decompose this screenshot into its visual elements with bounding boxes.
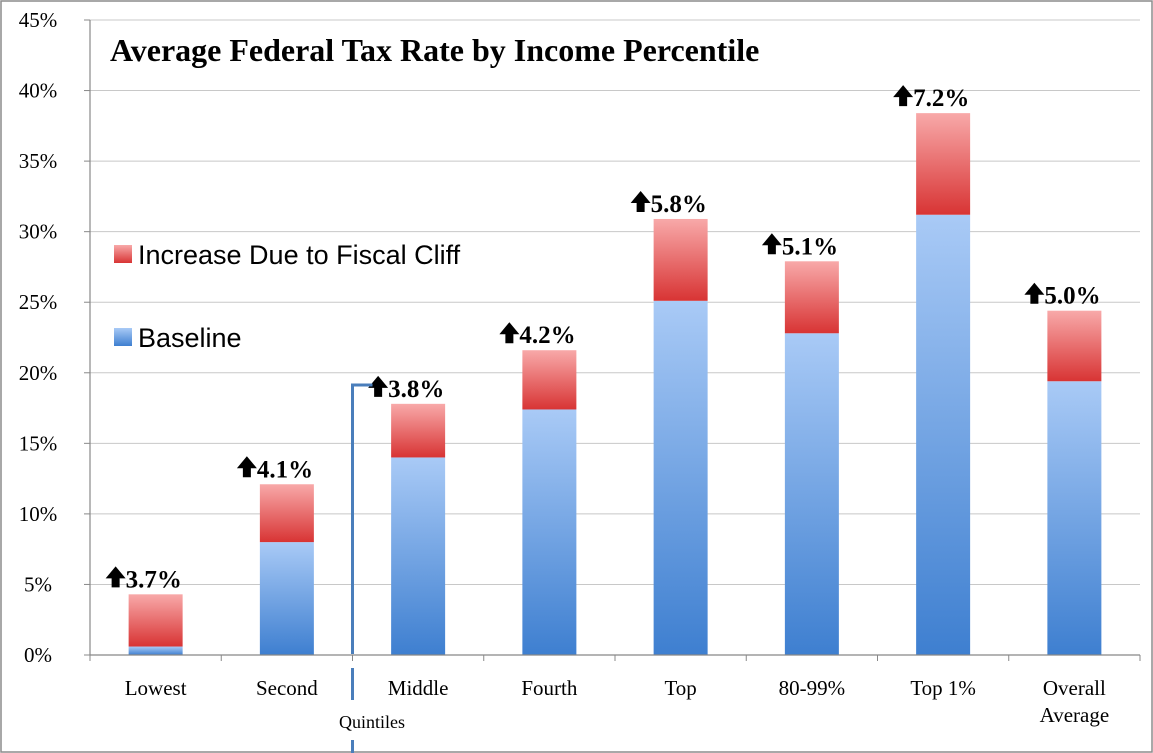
y-tick-label: 5% — [24, 572, 52, 596]
data-label-group: 3.7% — [105, 566, 182, 593]
bar-increase — [1047, 310, 1102, 382]
bar-baseline — [916, 214, 971, 655]
up-arrow-icon — [236, 456, 257, 478]
legend: Increase Due to Fiscal Cliff Baseline — [114, 240, 461, 353]
data-label-group: 4.1% — [236, 456, 313, 483]
data-label: 7.2% — [913, 85, 969, 112]
x-tick-label: Second — [256, 676, 318, 700]
x-tick-label: Lowest — [125, 676, 187, 700]
y-tick-label: 30% — [19, 220, 58, 244]
x-tick-label: Overall Average — [1040, 676, 1110, 727]
data-label: 3.8% — [388, 376, 444, 403]
y-tick-label: 15% — [19, 431, 58, 455]
legend-swatch-baseline — [114, 328, 132, 346]
x-axis: Lowest Second Middle Fourth Top 80-99% Top 1% O… — [89, 654, 1141, 727]
bars — [128, 113, 1102, 655]
y-axis: 0% 5% 10% 15% 20% 25% 30% 35% 40% 45% — [19, 8, 91, 667]
up-arrow-icon — [630, 190, 651, 212]
quintiles-label: Quintiles — [339, 712, 405, 732]
data-labels: 3.7% 4.1% 3.8% 4.2% 5.8% 5.1% 7.2% 5.0% — [105, 85, 1101, 593]
data-label-group: 3.8% — [368, 375, 444, 403]
legend-label-baseline: Baseline — [138, 323, 242, 353]
bracket-line — [351, 383, 373, 654]
data-label: 5.1% — [782, 233, 838, 260]
up-arrow-icon — [1024, 282, 1045, 304]
bar-increase — [128, 594, 183, 647]
data-label: 4.1% — [257, 456, 313, 483]
quintiles-bracket — [351, 383, 373, 753]
data-label: 5.0% — [1044, 283, 1100, 310]
data-label: 5.8% — [651, 191, 707, 218]
legend-label-increase: Increase Due to Fiscal Cliff — [138, 240, 461, 270]
x-tick-label: 80-99% — [779, 676, 846, 700]
bar-increase — [391, 403, 446, 458]
x-tick-label: Fourth — [521, 676, 578, 700]
bar-baseline — [784, 333, 839, 655]
x-tick-label: Top — [664, 676, 696, 700]
bar-baseline — [522, 409, 577, 655]
up-arrow-icon — [105, 566, 126, 588]
x-tick-label: Top 1% — [910, 676, 976, 700]
data-label-group: 5.0% — [1024, 282, 1101, 310]
y-tick-label: 35% — [19, 149, 58, 173]
data-label-group: 4.2% — [499, 322, 576, 349]
data-label-group: 5.8% — [630, 190, 707, 218]
up-arrow-icon — [761, 233, 782, 255]
bar-increase — [784, 261, 839, 334]
bar-increase — [653, 218, 708, 301]
legend-swatch-increase — [114, 245, 132, 263]
bar-baseline — [391, 457, 446, 655]
bar-increase — [522, 350, 577, 410]
y-tick-label: 25% — [19, 290, 58, 314]
y-tick-label: 20% — [19, 361, 58, 385]
data-label-group: 5.1% — [761, 233, 838, 260]
y-tick-label: 40% — [19, 79, 58, 103]
chart-title: Average Federal Tax Rate by Income Perce… — [110, 32, 759, 68]
x-tick-label: Middle — [388, 676, 449, 700]
bar-baseline — [128, 646, 183, 655]
bar-baseline — [1047, 381, 1102, 655]
up-arrow-icon — [893, 85, 914, 107]
y-tick-label: 10% — [19, 502, 58, 526]
up-arrow-icon — [368, 375, 389, 397]
data-label: 4.2% — [519, 322, 575, 349]
up-arrow-icon — [499, 322, 520, 344]
bar-baseline — [259, 542, 314, 655]
bar-increase — [259, 484, 314, 543]
y-tick-label: 0% — [24, 643, 52, 667]
bar-baseline — [653, 300, 708, 655]
y-tick-label: 45% — [19, 8, 58, 32]
data-label-group: 7.2% — [893, 85, 969, 112]
data-label: 3.7% — [126, 566, 182, 593]
bar-increase — [916, 113, 971, 215]
